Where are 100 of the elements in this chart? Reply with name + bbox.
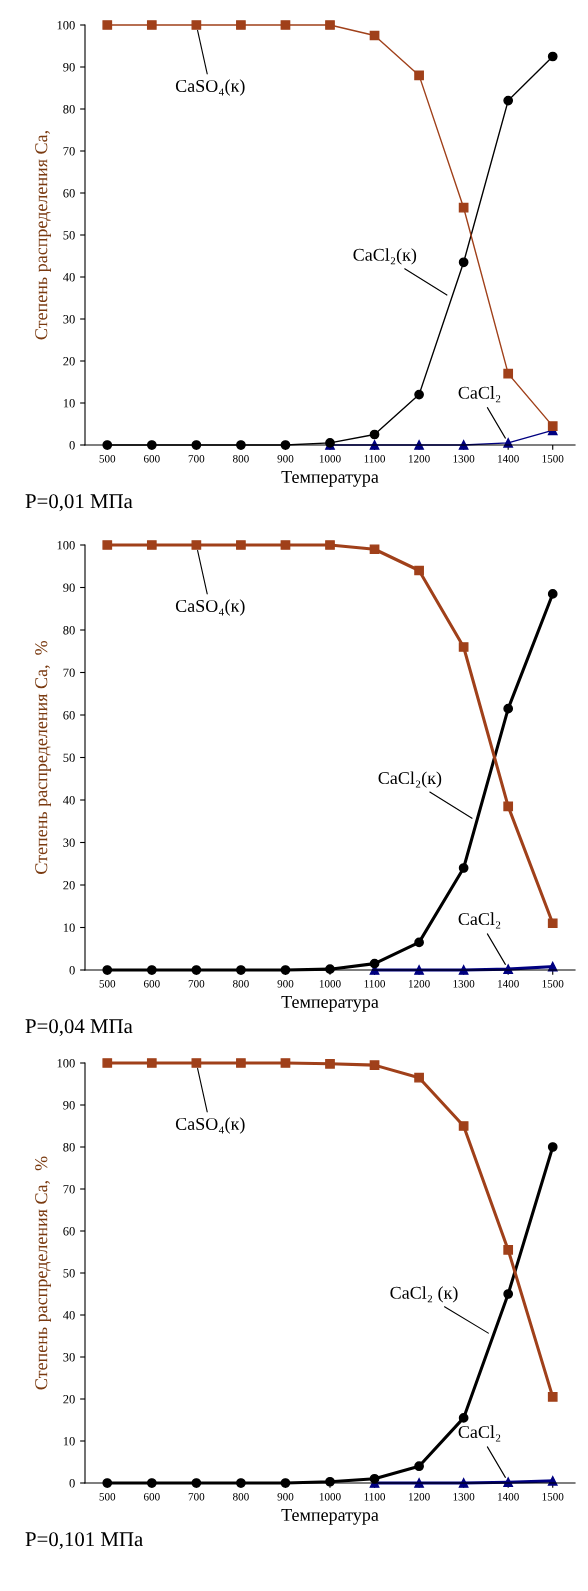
point	[102, 1058, 113, 1068]
y-tick-label: 40	[63, 796, 75, 805]
point	[369, 958, 380, 969]
y-axis-title: Степень распределения Ca, %	[35, 1156, 51, 1390]
x-tick-label: 800	[233, 1493, 249, 1501]
y-tick-label: 50	[63, 1269, 75, 1278]
text: CaCl₂	[458, 912, 501, 929]
text: CaCl₂(к)	[353, 248, 417, 265]
y-tick-label: 20	[63, 1395, 75, 1404]
x-tick-label: 700	[188, 1493, 205, 1501]
x-tick-label: 1400	[498, 1493, 519, 1501]
x-tick-label: 1500	[542, 455, 564, 463]
x-tick-label: 500	[99, 980, 116, 988]
x-axis-title: Температура	[281, 1509, 379, 1525]
x-tick-label: 500	[99, 1493, 116, 1501]
x-tick-label: 800	[233, 455, 249, 463]
y-tick-label: 10	[63, 1437, 75, 1446]
y-tick-label: 10	[63, 399, 75, 408]
point	[458, 642, 469, 652]
point	[503, 703, 514, 714]
point	[191, 540, 202, 550]
point	[325, 20, 335, 30]
y-tick-label: 80	[63, 626, 75, 635]
point	[547, 1392, 558, 1402]
point	[458, 202, 469, 213]
text: P=0,04 МПа	[25, 1019, 133, 1037]
x-tick-label: 800	[233, 980, 249, 988]
y-tick-label: 90	[63, 63, 75, 72]
point	[503, 1245, 514, 1255]
point	[414, 937, 424, 948]
x-tick-label: 1000	[319, 455, 341, 463]
y-tick-label: 80	[63, 1143, 75, 1152]
x-tick-label: 500	[99, 455, 116, 463]
y-tick-label: 90	[63, 583, 75, 592]
point	[547, 421, 558, 431]
y-tick-label: 50	[63, 753, 75, 762]
y-tick-label: 20	[63, 881, 75, 890]
y-tick-label: 30	[63, 1353, 75, 1362]
point	[414, 1461, 424, 1472]
y-axis-title: Степень распределения Ca,	[35, 131, 51, 340]
x-tick-label: 900	[277, 455, 294, 463]
x-tick-label: 1200	[408, 455, 430, 463]
point	[146, 20, 157, 30]
point	[547, 918, 558, 929]
point	[236, 1058, 246, 1068]
x-tick-label: 1100	[364, 1493, 386, 1501]
point	[414, 565, 424, 576]
point	[102, 20, 113, 30]
point	[236, 20, 246, 30]
y-tick-label: 40	[63, 1311, 75, 1320]
y-tick-label: 0	[69, 966, 75, 975]
text: CaSO₄(к)	[175, 599, 245, 616]
y-tick-label: 70	[63, 1185, 75, 1194]
y-tick-label: 90	[63, 1101, 75, 1110]
x-tick-label: 700	[188, 455, 205, 463]
y-tick-label: 50	[63, 231, 75, 240]
point	[369, 440, 380, 450]
text: CaCl₂(к)	[378, 771, 442, 788]
point	[503, 1289, 514, 1299]
text: P=0,101 МПа	[25, 1532, 143, 1550]
x-tick-label: 900	[277, 1493, 294, 1501]
point	[414, 389, 424, 400]
y-tick-label: 30	[63, 838, 75, 847]
text: CaCl₂	[458, 1425, 501, 1442]
point	[280, 20, 291, 30]
x-tick-label: 1400	[498, 980, 519, 988]
x-tick-label: 600	[143, 455, 160, 463]
x-tick-label: 1000	[319, 980, 341, 988]
x-tick-label: 600	[143, 980, 160, 988]
point	[458, 1413, 469, 1423]
point	[369, 1060, 380, 1070]
x-tick-label: 1100	[364, 980, 386, 988]
point	[414, 965, 424, 975]
point	[414, 1072, 424, 1083]
point	[547, 589, 558, 599]
x-tick-label: 1200	[408, 1493, 430, 1501]
point	[458, 257, 469, 268]
x-tick-label: 1300	[453, 455, 475, 463]
y-tick-label: 40	[63, 273, 75, 282]
y-tick-label: 20	[63, 357, 75, 366]
point	[102, 540, 113, 550]
point	[369, 544, 380, 555]
text: CaCl₂	[458, 386, 501, 403]
point	[503, 801, 514, 812]
point	[547, 1142, 558, 1152]
y-tick-label: 100	[57, 541, 75, 550]
x-tick-label: 700	[188, 980, 205, 988]
point	[369, 429, 380, 440]
point	[236, 540, 246, 550]
text: P=0,01 МПа	[25, 494, 133, 512]
point	[458, 1121, 469, 1131]
x-tick-label: 600	[143, 1493, 160, 1501]
y-tick-label: 10	[63, 923, 75, 932]
point	[191, 20, 202, 30]
point	[414, 440, 424, 450]
point	[146, 540, 157, 550]
y-tick-label: 70	[63, 147, 75, 156]
y-tick-label: 100	[57, 21, 75, 30]
point	[414, 70, 424, 81]
point	[280, 1058, 291, 1068]
